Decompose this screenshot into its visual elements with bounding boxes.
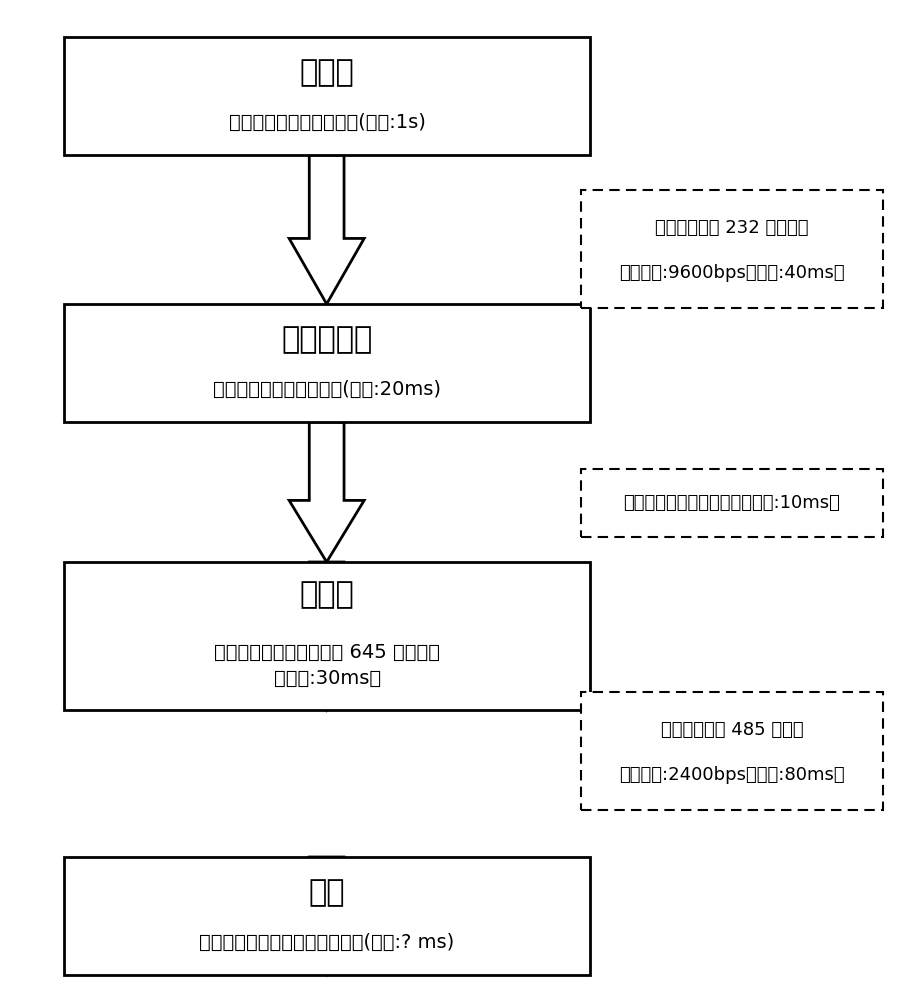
Text: 电表: 电表 bbox=[309, 878, 345, 907]
Polygon shape bbox=[289, 857, 364, 975]
Polygon shape bbox=[289, 562, 364, 710]
Text: 处理载波报文并生成标准 645 校时报文
（时延:30ms）: 处理载波报文并生成标准 645 校时报文 （时延:30ms） bbox=[214, 643, 440, 688]
Text: 传输速率:2400bps（时延:80ms）: 传输速率:2400bps（时延:80ms） bbox=[619, 766, 845, 784]
Text: 集中器: 集中器 bbox=[300, 58, 354, 87]
Text: 校时报文通过 232 串口发送: 校时报文通过 232 串口发送 bbox=[655, 219, 809, 237]
Text: 采集器: 采集器 bbox=[300, 580, 354, 609]
Text: 校时报文通过 485 线发送: 校时报文通过 485 线发送 bbox=[661, 721, 803, 739]
Polygon shape bbox=[289, 422, 364, 562]
Bar bbox=[64, 857, 590, 975]
Text: 路由电力猫: 路由电力猫 bbox=[282, 325, 372, 354]
Text: 获取时间并生成校时报文(误差:1s): 获取时间并生成校时报文(误差:1s) bbox=[229, 112, 425, 131]
Bar bbox=[64, 562, 590, 710]
Polygon shape bbox=[289, 155, 364, 304]
Text: 校时命令在电力线上传输（误差:10ms）: 校时命令在电力线上传输（误差:10ms） bbox=[623, 494, 841, 512]
Bar bbox=[581, 692, 883, 810]
Text: 提取报文中时间，进行自我校正(误差:? ms): 提取报文中时间，进行自我校正(误差:? ms) bbox=[199, 932, 455, 951]
Bar bbox=[64, 304, 590, 422]
Bar bbox=[581, 469, 883, 537]
Bar bbox=[64, 37, 590, 155]
Text: 传输速率:9600bps（时延:40ms）: 传输速率:9600bps（时延:40ms） bbox=[619, 264, 845, 282]
Bar bbox=[581, 190, 883, 308]
Text: 对校时时间按需进行补偿(误差:20ms): 对校时时间按需进行补偿(误差:20ms) bbox=[213, 379, 441, 398]
